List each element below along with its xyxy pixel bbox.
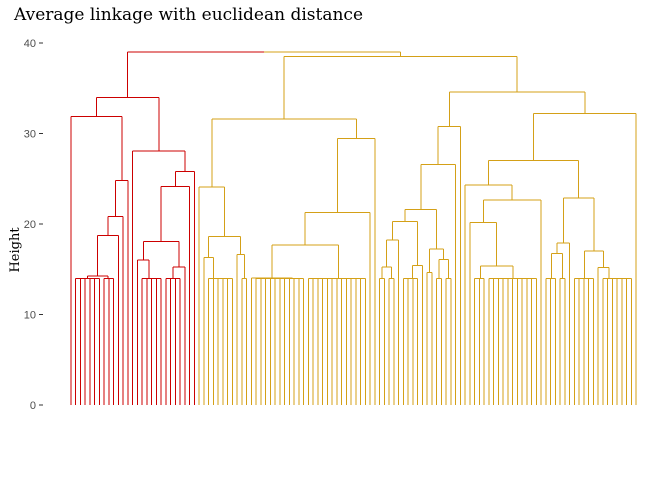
- y-tick-label: 0: [30, 400, 36, 412]
- y-axis-title: Height: [8, 227, 23, 273]
- y-tick-label: 10: [24, 310, 36, 322]
- y-tick-label: 20: [24, 219, 36, 231]
- y-tick-label: 30: [24, 129, 36, 141]
- y-axis: 0 10 20 30 40: [24, 38, 43, 412]
- dendrogram-links: [71, 52, 636, 405]
- y-tick-label: 40: [24, 38, 36, 50]
